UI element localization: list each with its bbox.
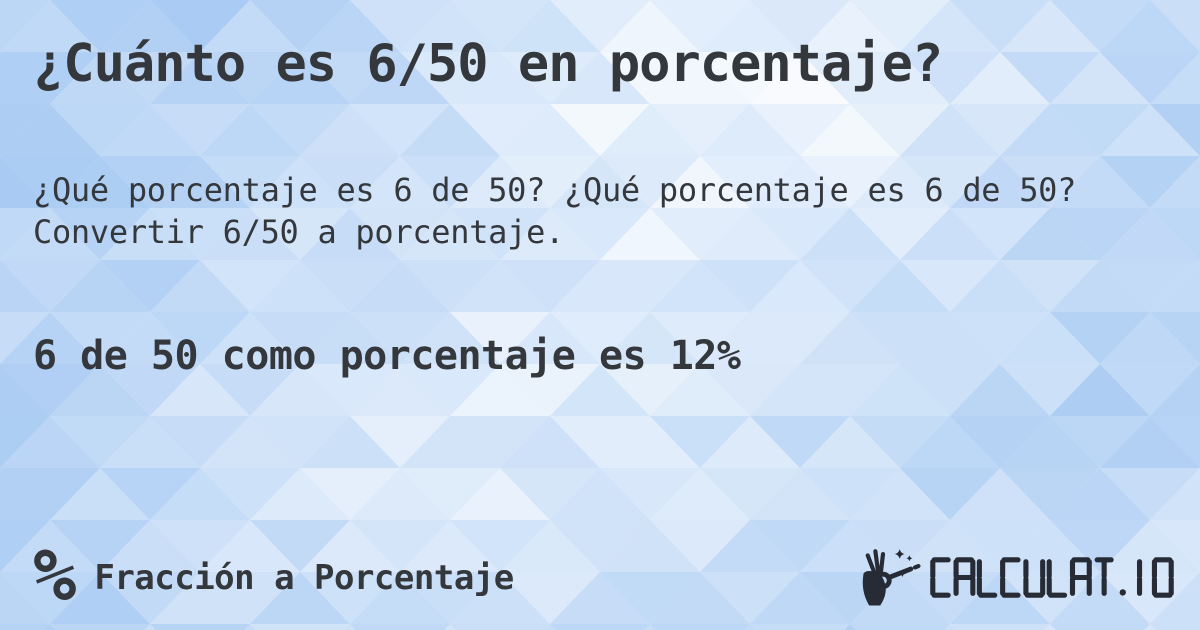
sparkle-icon [898, 569, 906, 577]
page-title: ¿Cuánto es 6/50 en porcentaje? [33, 34, 943, 94]
category-label: Fracción a Porcentaje [94, 557, 514, 598]
description-text: ¿Qué porcentaje es 6 de 50? ¿Qué porcent… [33, 171, 1077, 251]
sparkle-icon [906, 554, 913, 561]
main-content: ¿Cuánto es 6/50 en porcentaje? ¿Qué porc… [33, 0, 1167, 380]
category: % Fracción a Porcentaje [33, 533, 514, 618]
brand-logo [858, 548, 1174, 608]
footer: % Fracción a Porcentaje [33, 533, 1174, 618]
sparkle-icon [894, 548, 905, 559]
magic-wand-hand-icon [862, 548, 921, 606]
percent-icon: % [33, 533, 77, 618]
result-text: 6 de 50 como porcentaje es 12% [33, 332, 741, 379]
brand-wordmark [930, 557, 1174, 598]
